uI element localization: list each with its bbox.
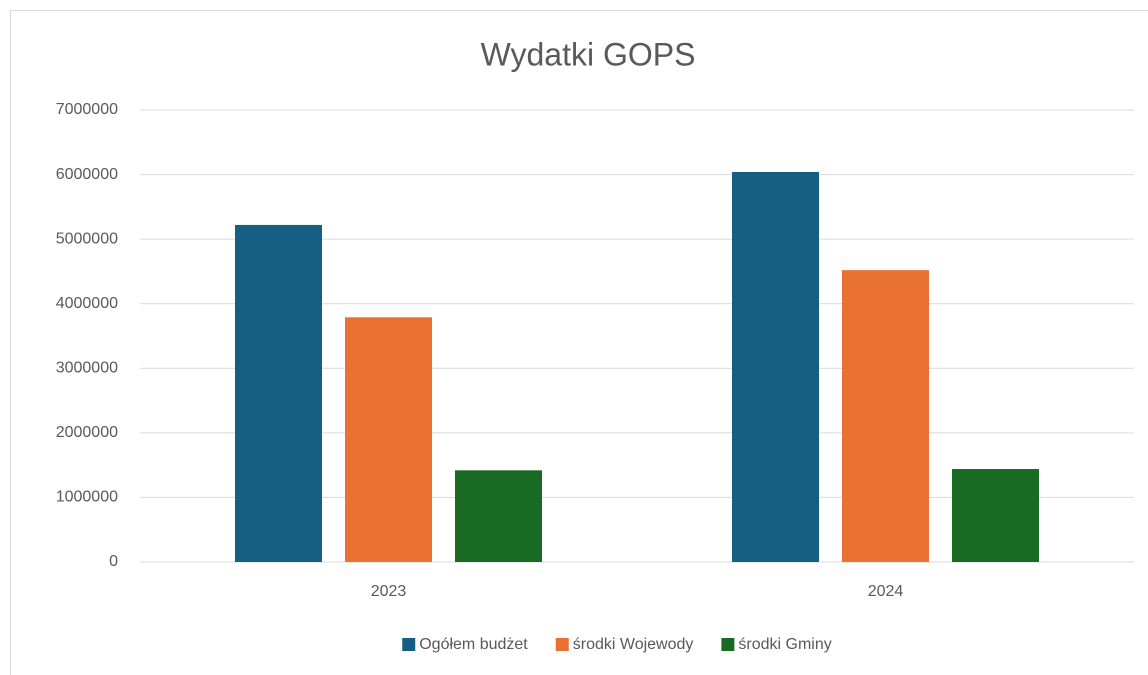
chart-border <box>10 10 1148 675</box>
legend-swatch <box>721 638 735 651</box>
legend-label: środki Wojewody <box>573 636 694 653</box>
y-tick-label: 4000000 <box>56 295 118 312</box>
chart-title: Wydatki GOPS <box>481 36 696 72</box>
legend-swatch <box>402 638 416 651</box>
y-tick-label: 6000000 <box>56 166 118 183</box>
bar <box>235 224 322 563</box>
bar <box>842 270 929 562</box>
x-tick-label: 2024 <box>868 583 904 600</box>
y-tick-label: 0 <box>109 553 118 570</box>
legend-label: Ogółem budżet <box>419 636 528 653</box>
y-tick-label: 5000000 <box>56 230 118 247</box>
bar <box>732 171 819 562</box>
bar <box>952 469 1039 562</box>
x-tick-label: 2023 <box>371 583 407 600</box>
y-tick-label: 7000000 <box>56 101 118 118</box>
bar <box>345 317 432 562</box>
legend-swatch <box>555 638 569 651</box>
y-tick-label: 2000000 <box>56 424 118 441</box>
y-tick-label: 3000000 <box>56 360 118 377</box>
y-tick-label: 1000000 <box>56 489 118 506</box>
legend-label: środki Gminy <box>738 636 831 653</box>
bar <box>455 470 542 562</box>
